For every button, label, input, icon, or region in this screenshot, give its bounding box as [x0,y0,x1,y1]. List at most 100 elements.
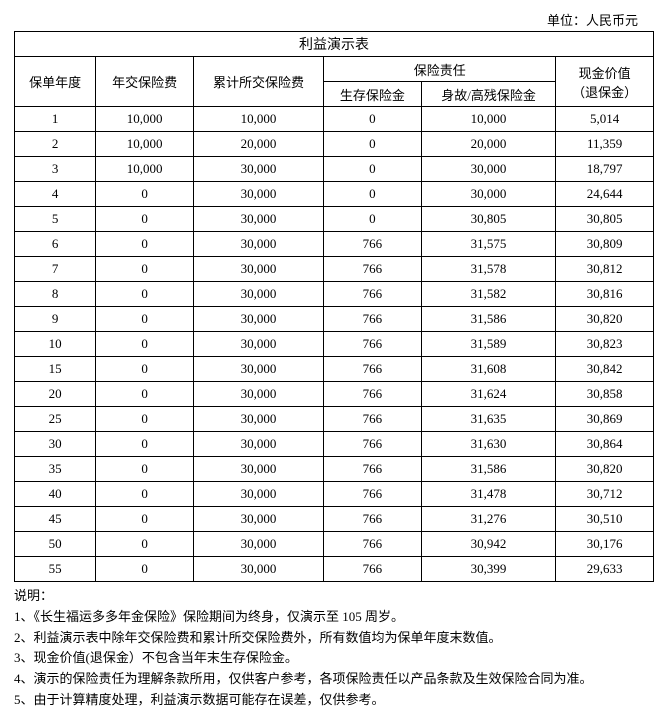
table-cell: 25 [15,407,96,432]
table-cell: 30,842 [556,357,654,382]
note-item: 3、现金价值(退保金）不包含当年末生存保险金。 [14,648,654,669]
table-cell: 0 [96,207,194,232]
table-cell: 766 [324,307,422,332]
table-cell: 30,812 [556,257,654,282]
table-cell: 0 [324,182,422,207]
table-cell: 6 [15,232,96,257]
header-cumulative-premium: 累计所交保险费 [193,57,323,107]
table-cell: 766 [324,532,422,557]
table-cell: 30,399 [421,557,556,582]
table-cell: 30,000 [193,482,323,507]
table-cell: 766 [324,357,422,382]
table-cell: 30,000 [193,182,323,207]
table-row: 55030,00076630,39929,633 [15,557,654,582]
table-cell: 0 [96,382,194,407]
table-cell: 30,000 [193,207,323,232]
table-cell: 55 [15,557,96,582]
table-cell: 30,000 [421,182,556,207]
note-item: 2、利益演示表中除年交保险费和累计所交保险费外，所有数值均为保单年度末数值。 [14,628,654,649]
table-cell: 45 [15,507,96,532]
table-cell: 30,000 [193,432,323,457]
table-cell: 0 [96,332,194,357]
table-row: 110,00010,000010,0005,014 [15,107,654,132]
table-cell: 766 [324,432,422,457]
table-cell: 766 [324,232,422,257]
table-cell: 31,578 [421,257,556,282]
table-cell: 30,805 [421,207,556,232]
table-cell: 10,000 [421,107,556,132]
table-cell: 30,858 [556,382,654,407]
table-row: 40030,00076631,47830,712 [15,482,654,507]
table-row: 7030,00076631,57830,812 [15,257,654,282]
unit-label: 单位：人民币元 [10,10,658,29]
table-row: 15030,00076631,60830,842 [15,357,654,382]
table-cell: 766 [324,457,422,482]
table-cell: 30,712 [556,482,654,507]
table-cell: 0 [96,532,194,557]
header-survival-benefit: 生存保险金 [324,82,422,107]
table-row: 210,00020,000020,00011,359 [15,132,654,157]
notes-section: 说明： 1、《长生福运多多年金保险》保险期间为终身，仅演示至 105 周岁。2、… [14,586,654,711]
table-cell: 50 [15,532,96,557]
table-cell: 30,000 [421,157,556,182]
table-cell: 766 [324,507,422,532]
note-item: 4、演示的保险责任为理解条款所用，仅供客户参考，各项保险责任以产品条款及生效保险… [14,669,654,690]
benefit-table: 利益演示表 保单年度 年交保险费 累计所交保险费 保险责任 现金价值 （退保金）… [14,31,654,582]
table-cell: 30,809 [556,232,654,257]
table-cell: 30,000 [193,407,323,432]
table-cell: 766 [324,257,422,282]
table-cell: 2 [15,132,96,157]
table-cell: 30,000 [193,282,323,307]
table-cell: 0 [96,557,194,582]
table-cell: 30,816 [556,282,654,307]
table-cell: 766 [324,382,422,407]
table-cell: 20 [15,382,96,407]
table-body: 110,00010,000010,0005,014210,00020,00002… [15,107,654,582]
table-cell: 0 [96,457,194,482]
table-row: 10030,00076631,58930,823 [15,332,654,357]
table-cell: 30,000 [193,232,323,257]
table-row: 9030,00076631,58630,820 [15,307,654,332]
table-cell: 30,000 [193,257,323,282]
table-cell: 5,014 [556,107,654,132]
table-cell: 0 [96,507,194,532]
table-cell: 0 [324,157,422,182]
table-cell: 9 [15,307,96,332]
table-cell: 0 [324,107,422,132]
table-cell: 0 [96,357,194,382]
table-cell: 4 [15,182,96,207]
table-cell: 766 [324,557,422,582]
table-cell: 10,000 [96,132,194,157]
table-row: 5030,000030,80530,805 [15,207,654,232]
table-cell: 30,000 [193,307,323,332]
table-cell: 40 [15,482,96,507]
table-cell: 35 [15,457,96,482]
table-cell: 31,635 [421,407,556,432]
table-cell: 20,000 [421,132,556,157]
table-cell: 3 [15,157,96,182]
table-cell: 30,820 [556,307,654,332]
table-cell: 30,000 [193,532,323,557]
table-row: 25030,00076631,63530,869 [15,407,654,432]
table-cell: 10 [15,332,96,357]
table-cell: 30,805 [556,207,654,232]
table-cell: 0 [96,307,194,332]
table-row: 8030,00076631,58230,816 [15,282,654,307]
table-cell: 1 [15,107,96,132]
table-cell: 31,586 [421,457,556,482]
table-cell: 30,510 [556,507,654,532]
note-item: 5、由于计算精度处理，利益演示数据可能存在误差，仅供参考。 [14,690,654,711]
table-cell: 10,000 [193,107,323,132]
header-cash-value-main: 现金价值 [579,66,631,81]
table-cell: 30,000 [193,457,323,482]
table-cell: 0 [96,432,194,457]
table-cell: 30,000 [193,557,323,582]
notes-list: 1、《长生福运多多年金保险》保险期间为终身，仅演示至 105 周岁。2、利益演示… [14,607,654,711]
table-cell: 30,864 [556,432,654,457]
table-cell: 30,000 [193,332,323,357]
table-cell: 766 [324,482,422,507]
table-cell: 30,000 [193,157,323,182]
table-cell: 11,359 [556,132,654,157]
table-cell: 766 [324,282,422,307]
table-row: 4030,000030,00024,644 [15,182,654,207]
